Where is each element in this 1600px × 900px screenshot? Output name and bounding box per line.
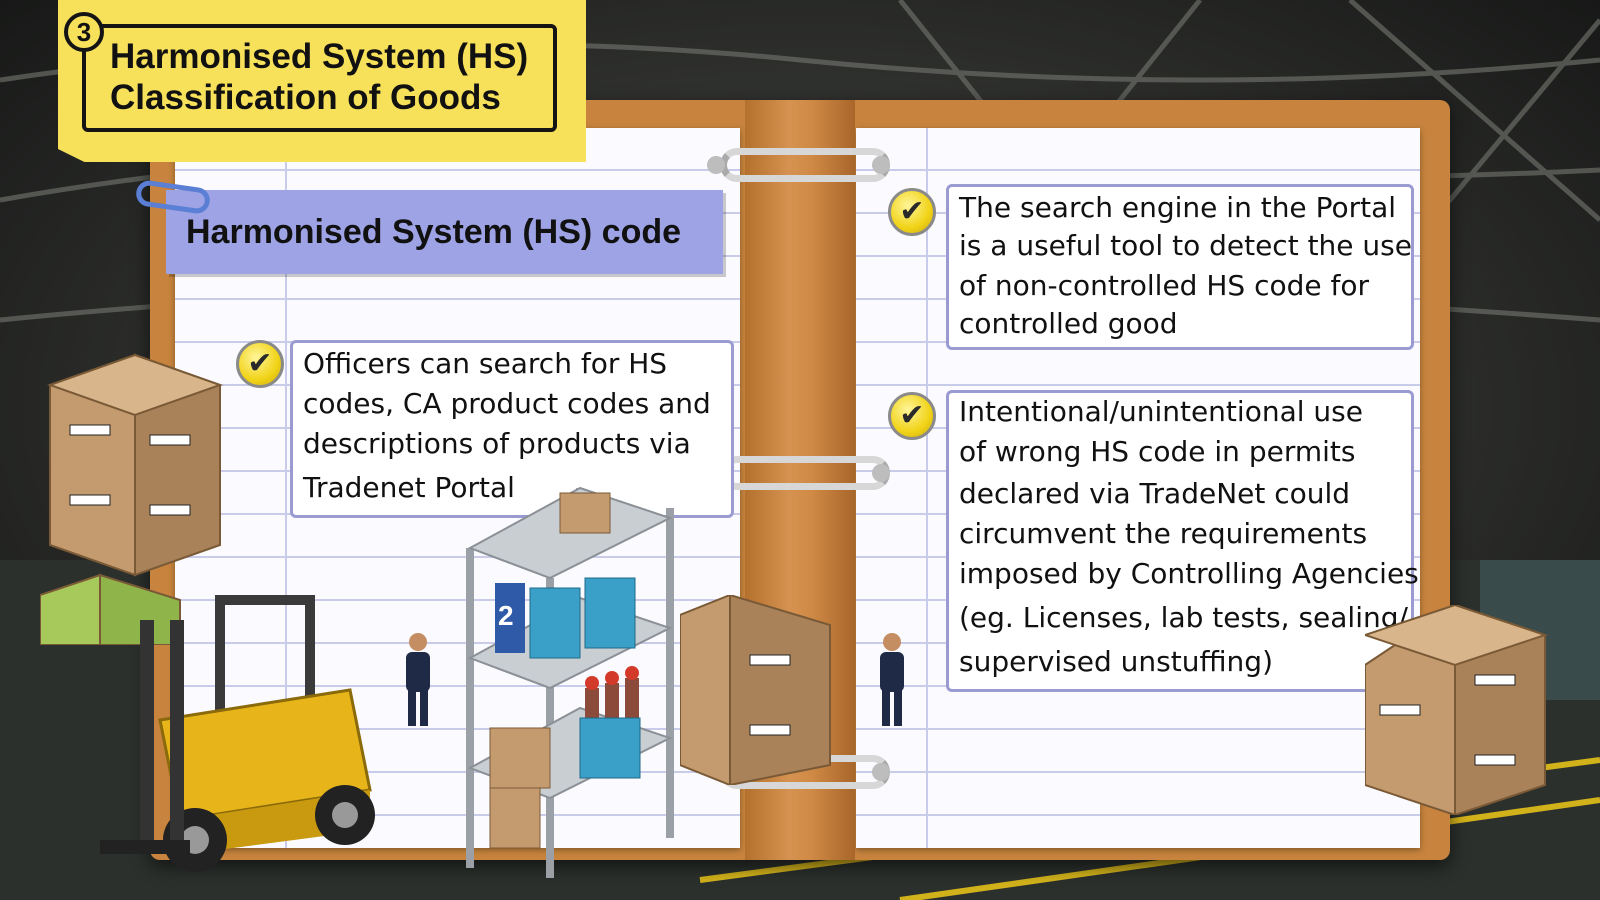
info-line: controlled good [959,307,1178,340]
info-line: declared via TradeNet could [959,477,1351,510]
info-line: Officers can search for HS [303,347,668,380]
cardboard-boxes-left [40,353,224,645]
info-line: supervised unstuffing) [959,645,1274,678]
info-line: descriptions of products via [303,427,691,460]
info-line: circumvent the requirements [959,517,1368,550]
warehouse-shelf [466,486,674,878]
info-line: Tradenet Portal [303,471,515,504]
shelf-sign-number: 2 [498,600,514,631]
cardboard-boxes-right [1365,605,1549,815]
officer-figure-left [406,633,430,726]
binder-ring-hole [872,763,890,781]
step-number-badge: 3 [64,12,104,52]
right-info-box-2: Intentional/unintentional use of wrong H… [946,390,1419,692]
page-title: Harmonised System (HS) Classification of… [110,36,550,118]
info-line: of non-controlled HS code for [959,269,1370,302]
checkmark-icon: ✔ [888,188,936,236]
checkmark-icon: ✔ [888,392,936,440]
binder-ring [720,456,890,490]
left-info-box: Officers can search for HS codes, CA pro… [290,340,734,518]
info-line: is a useful tool to detect the use [959,229,1412,262]
info-line: codes, CA product codes and [303,387,711,420]
title-frame [82,24,557,132]
info-line: imposed by Controlling Agencies [959,557,1419,590]
cardboard-boxes-center [680,595,831,785]
info-line: Intentional/unintentional use [959,395,1363,428]
section-subtitle: Harmonised System (HS) code [166,190,723,274]
right-info-box-1: The search engine in the Portal is a use… [946,184,1414,350]
title-line-2: Classification of Goods [110,78,501,117]
info-line: of wrong HS code in permits [959,435,1356,468]
binder-ring-hole [872,156,890,174]
binder-ring-hole [707,156,725,174]
info-line: (eg. Licenses, lab tests, sealing/ [959,601,1408,634]
title-line-1: Harmonised System (HS) [110,37,529,76]
forklift-illustration [100,595,375,872]
binder-ring-hole [872,464,890,482]
binder-ring [720,148,890,182]
checkmark-icon: ✔ [236,340,284,388]
officer-figure-right [880,633,904,726]
info-line: The search engine in the Portal [959,191,1397,224]
